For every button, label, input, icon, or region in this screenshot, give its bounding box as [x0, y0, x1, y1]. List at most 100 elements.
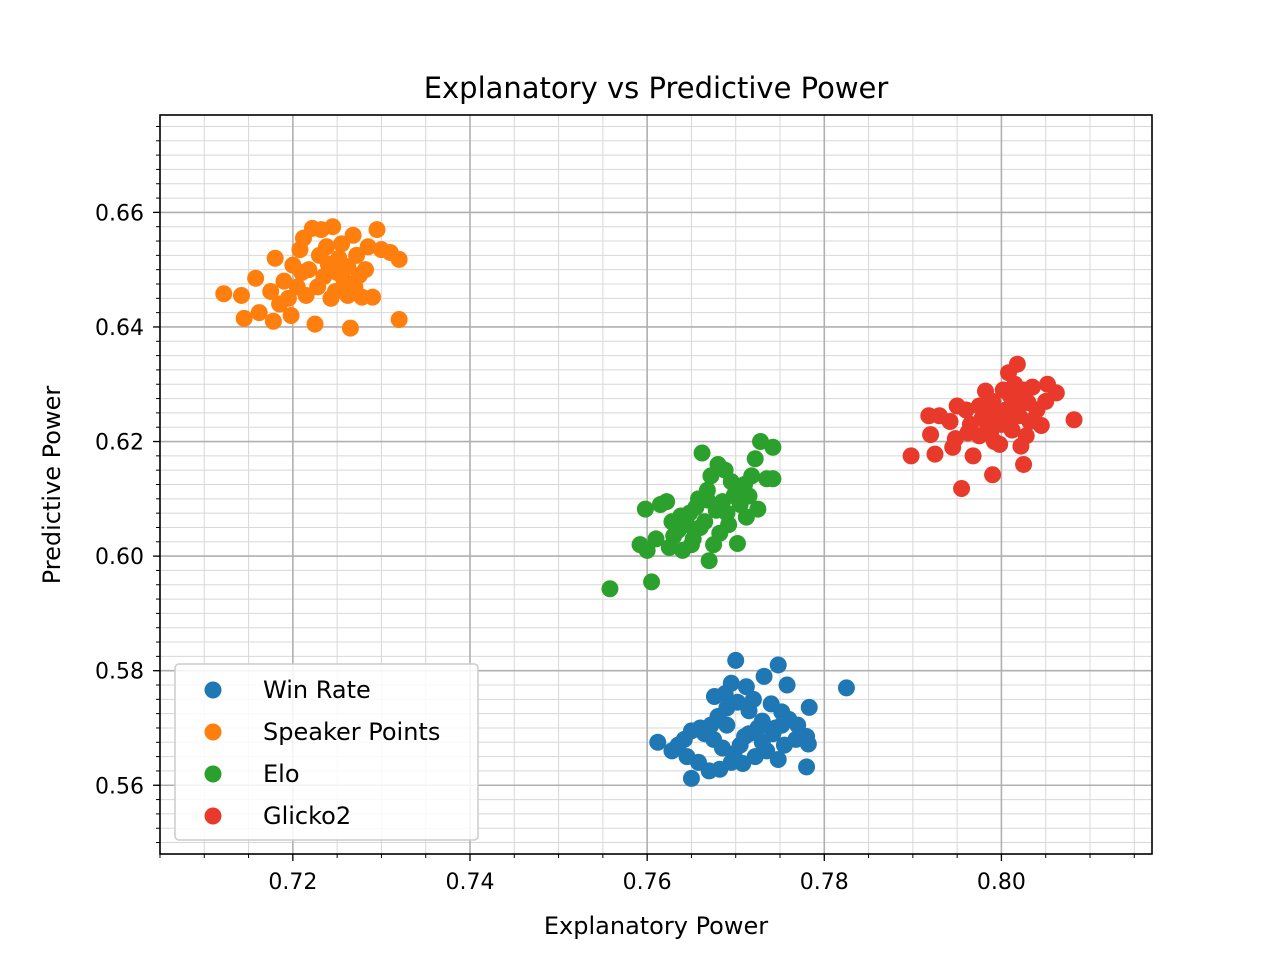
data-point [1001, 407, 1019, 425]
data-point [682, 536, 700, 554]
data-point [663, 742, 681, 760]
data-point [736, 728, 754, 746]
data-point [235, 309, 253, 327]
y-tick-label: 0.56 [95, 774, 144, 799]
data-point [718, 716, 736, 734]
data-point [789, 716, 807, 734]
data-point [725, 745, 743, 763]
legend-marker [204, 807, 222, 825]
data-point [1003, 421, 1021, 439]
data-point [922, 426, 940, 444]
legend-marker [204, 723, 222, 741]
data-point [1032, 416, 1050, 434]
data-point [215, 285, 233, 303]
data-point [636, 500, 654, 518]
legend-marker [204, 681, 222, 699]
data-point [306, 315, 324, 333]
data-point [1023, 378, 1041, 396]
data-point [991, 435, 1009, 453]
data-point [275, 272, 293, 290]
x-tick-label: 0.78 [800, 870, 849, 895]
data-point [946, 430, 964, 448]
data-point [798, 758, 816, 776]
x-tick-label: 0.80 [977, 870, 1026, 895]
data-point [979, 416, 997, 434]
data-point [1008, 355, 1026, 373]
data-point [728, 535, 746, 553]
data-point [247, 269, 265, 287]
data-point [643, 573, 661, 591]
x-tick-label: 0.72 [268, 870, 317, 895]
data-point [390, 311, 408, 329]
data-point [368, 221, 386, 239]
y-tick-label: 0.66 [95, 201, 144, 226]
data-point [232, 286, 250, 304]
y-axis-label: Predictive Power [38, 386, 66, 585]
data-point [638, 541, 656, 559]
data-point [300, 261, 318, 279]
legend-label: Win Rate [263, 676, 371, 704]
data-point [262, 282, 280, 300]
x-tick-label: 0.74 [446, 870, 495, 895]
data-point [309, 278, 327, 296]
data-point [1017, 427, 1035, 445]
data-point [264, 312, 282, 330]
data-point [364, 288, 382, 306]
data-point [764, 470, 782, 488]
data-point [725, 487, 743, 505]
data-point [743, 467, 761, 485]
data-point [953, 480, 971, 498]
data-point [976, 404, 994, 422]
legend-label: Elo [263, 760, 300, 788]
data-point [799, 735, 817, 753]
data-point [658, 493, 676, 511]
data-point [800, 698, 818, 716]
data-point [705, 536, 723, 554]
data-point [740, 487, 758, 505]
data-point [984, 466, 1002, 484]
data-point [755, 667, 773, 685]
data-point [601, 580, 619, 598]
data-point [1047, 384, 1065, 402]
data-point [769, 656, 787, 674]
data-point [1065, 411, 1083, 429]
data-point [964, 447, 982, 465]
data-point [746, 450, 764, 468]
data-point [727, 651, 745, 669]
series-glicko2 [902, 355, 1083, 498]
data-point [764, 438, 782, 456]
data-point [390, 250, 408, 268]
y-tick-label: 0.62 [95, 431, 144, 456]
data-point [698, 491, 716, 509]
axis-ticks: 0.72 0.74 0.76 0.78 0.80 0.56 0.58 0.60 0.62 0.64… [95, 125, 1135, 895]
data-point [1015, 455, 1033, 473]
data-point [682, 769, 700, 787]
data-point [266, 249, 284, 267]
data-point [359, 238, 377, 256]
chart-title: Explanatory vs Predictive Power [424, 71, 889, 105]
data-point [250, 304, 268, 322]
series-win-rate [649, 651, 855, 787]
y-tick-label: 0.64 [95, 316, 144, 341]
x-axis-label: Explanatory Power [544, 912, 768, 940]
series-speaker-points [215, 218, 408, 337]
data-point [769, 750, 787, 768]
data-point [926, 445, 944, 463]
y-tick-label: 0.60 [95, 545, 144, 570]
data-point [649, 733, 667, 751]
legend-label: Glicko2 [263, 802, 351, 830]
data-point [672, 507, 690, 525]
data-point [693, 444, 711, 462]
data-point [341, 319, 359, 337]
data-point [957, 401, 975, 419]
data-point [778, 676, 796, 694]
data-point [282, 307, 300, 325]
data-point [322, 289, 340, 307]
data-point [773, 716, 791, 734]
data-point [291, 241, 309, 259]
data-point [994, 381, 1012, 399]
legend-marker [204, 765, 222, 783]
y-tick-label: 0.58 [95, 660, 144, 685]
data-point [333, 235, 351, 253]
